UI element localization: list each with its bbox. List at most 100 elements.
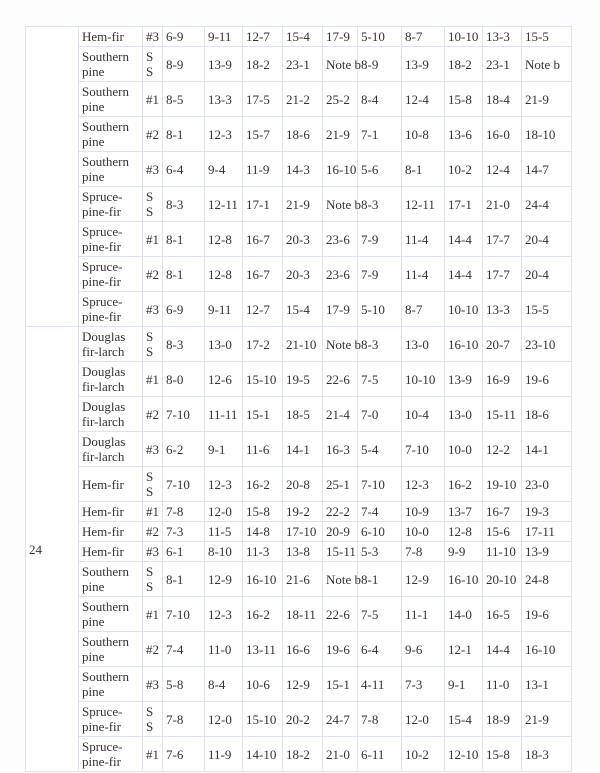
value-cell: 6-9 — [162, 26, 205, 47]
value-cell: 18-6 — [282, 116, 323, 152]
value-cell: 7-8 — [401, 541, 445, 562]
value-cell: 12-8 — [204, 221, 243, 257]
value-cell: 14-4 — [444, 256, 483, 292]
value-cell: 22-6 — [322, 361, 358, 397]
value-cell: 8-1 — [162, 221, 205, 257]
grade-cell: #1 — [142, 361, 163, 397]
value-cell: 12-3 — [204, 116, 243, 152]
grade-cell: #1 — [142, 81, 163, 117]
value-cell: 7-10 — [401, 431, 445, 467]
table-row: Spruce-pine-fir #1 7-6 11-9 14-10 18-2 21-0 6-1… — [26, 736, 572, 772]
species-cell: Southern pine — [78, 81, 143, 117]
value-cell: 14-7 — [521, 151, 572, 187]
value-cell: 11-1 — [401, 596, 445, 632]
species-cell: Southern pine — [78, 151, 143, 187]
value-cell: 11-3 — [242, 541, 283, 562]
value-cell: 14-0 — [444, 596, 483, 632]
value-cell: Note b — [521, 46, 572, 82]
species-cell: Southern pine — [78, 666, 143, 702]
value-cell: 10-8 — [401, 116, 445, 152]
value-cell: 8-10 — [204, 541, 243, 562]
joist-span-table: Hem-fir #3 6-9 9-11 12-7 15-4 17-9 5-10 8-7 10-10… — [25, 26, 572, 772]
table-row: Douglas fir-larch #2 7-10 11-11 15-1 18-5 21-4… — [26, 396, 572, 432]
value-cell: 16-10 — [521, 631, 572, 667]
value-cell: 16-0 — [482, 116, 522, 152]
value-cell: 15-8 — [242, 501, 283, 522]
value-cell: Note b — [322, 326, 361, 362]
value-cell: 11-10 — [482, 541, 522, 562]
value-cell: 8-4 — [204, 666, 243, 702]
grade-cell: #3 — [142, 666, 163, 702]
value-cell: 6-9 — [162, 291, 205, 327]
value-cell: 18-2 — [282, 736, 323, 772]
grade-cell: #1 — [142, 221, 163, 257]
value-cell: 11-0 — [204, 631, 243, 667]
value-cell: 8-9 — [357, 46, 402, 82]
value-cell: 7-3 — [401, 666, 445, 702]
value-cell: 12-2 — [482, 431, 522, 467]
grade-letter: S — [146, 719, 154, 734]
value-cell: 17-9 — [322, 26, 358, 47]
species-cell: Spruce-pine-fir — [78, 221, 143, 257]
value-cell: 10-0 — [444, 431, 483, 467]
value-cell: 12-0 — [204, 701, 243, 737]
value-cell: 17-7 — [482, 221, 522, 257]
value-cell: 16-9 — [482, 361, 522, 397]
value-cell: 11-4 — [401, 256, 445, 292]
value-cell: 8-0 — [162, 361, 205, 397]
species-cell: Douglas fir-larch — [78, 431, 143, 467]
value-cell: 11-0 — [482, 666, 522, 702]
table-row: Douglas fir-larch #1 8-0 12-6 15-10 19-5 22-6 7… — [26, 361, 572, 397]
value-cell: 5-4 — [357, 431, 402, 467]
value-cell: 15-4 — [444, 701, 483, 737]
table-row: Hem-fir #3 6-1 8-10 11-3 13-8 15-11 5-3 7-8 9-9 11… — [26, 541, 572, 562]
value-cell: 7-10 — [357, 466, 402, 502]
grade-letter: S — [146, 189, 154, 204]
grade-letter: S — [146, 579, 154, 594]
value-cell: 7-8 — [162, 701, 205, 737]
value-cell: Note b — [322, 186, 361, 222]
value-cell: 16-2 — [242, 596, 283, 632]
value-cell: 13-6 — [444, 116, 483, 152]
species-cell: Southern pine — [78, 596, 143, 632]
value-cell: 15-1 — [322, 666, 358, 702]
value-cell: 23-1 — [282, 46, 323, 82]
table-row: Spruce-pine-fir S S 7-8 12-0 15-10 20-2 24-7 7-8… — [26, 701, 572, 737]
value-cell: 20-3 — [282, 221, 323, 257]
value-cell: 12-7 — [242, 291, 283, 327]
table-row: Southern pine S S 8-1 12-9 16-10 21-6 Note b 8-1… — [26, 561, 572, 597]
value-cell: 21-9 — [521, 701, 572, 737]
value-cell: 11-4 — [401, 221, 445, 257]
value-cell: 18-4 — [482, 81, 522, 117]
table-row: Douglas fir-larch #3 6-2 9-1 11-6 14-1 16-3 5-4… — [26, 431, 572, 467]
grade-cell: #3 — [142, 291, 163, 327]
value-cell: 14-4 — [482, 631, 522, 667]
value-cell: 8-1 — [162, 116, 205, 152]
grade-cell: #3 — [142, 541, 163, 562]
table-row: Southern pine #3 5-8 8-4 10-6 12-9 15-1 4-11 7-3… — [26, 666, 572, 702]
species-cell: Hem-fir — [78, 466, 143, 502]
value-cell: 13-0 — [204, 326, 243, 362]
value-cell: 22-2 — [322, 501, 358, 522]
value-cell: 8-5 — [162, 81, 205, 117]
value-cell: 8-3 — [162, 326, 205, 362]
value-cell: 7-10 — [162, 596, 205, 632]
value-cell: 12-4 — [482, 151, 522, 187]
value-cell: 5-10 — [357, 291, 402, 327]
value-cell: 14-10 — [242, 736, 283, 772]
value-cell: 5-6 — [357, 151, 402, 187]
grade-letter: S — [146, 344, 154, 359]
species-cell: Southern pine — [78, 46, 143, 82]
value-cell: 12-0 — [204, 501, 243, 522]
value-cell: 13-9 — [401, 46, 445, 82]
value-cell: 20-4 — [521, 221, 572, 257]
value-cell: 16-3 — [322, 431, 358, 467]
species-cell: Spruce-pine-fir — [78, 186, 143, 222]
value-cell: 7-8 — [357, 701, 402, 737]
value-cell: 21-9 — [521, 81, 572, 117]
value-cell: 18-2 — [242, 46, 283, 82]
value-cell: 11-6 — [242, 431, 283, 467]
value-cell: 8-9 — [162, 46, 205, 82]
